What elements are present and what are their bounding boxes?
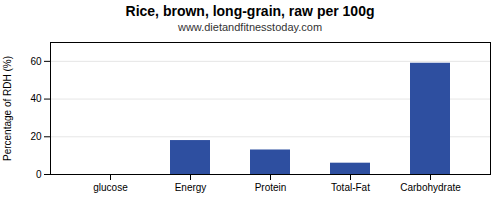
svg-text:0: 0 bbox=[36, 169, 42, 180]
svg-text:glucose: glucose bbox=[93, 182, 128, 193]
svg-text:Protein: Protein bbox=[255, 182, 287, 193]
svg-text:20: 20 bbox=[30, 131, 42, 142]
svg-text:60: 60 bbox=[30, 56, 42, 67]
svg-text:Energy: Energy bbox=[175, 182, 207, 193]
html-text:Rice, brown, long-grain, raw p: Rice, brown, long-grain, raw per 100g bbox=[125, 3, 375, 19]
svg-text:Carbohydrate: Carbohydrate bbox=[400, 182, 461, 193]
svg-text:40: 40 bbox=[30, 93, 42, 104]
html-text:www.dietandfitnesstoday.com: www.dietandfitnesstoday.com bbox=[178, 21, 322, 33]
svg-text:Total-Fat: Total-Fat bbox=[331, 182, 370, 193]
svg-text:Percentage of RDH (%): Percentage of RDH (%) bbox=[2, 56, 13, 161]
